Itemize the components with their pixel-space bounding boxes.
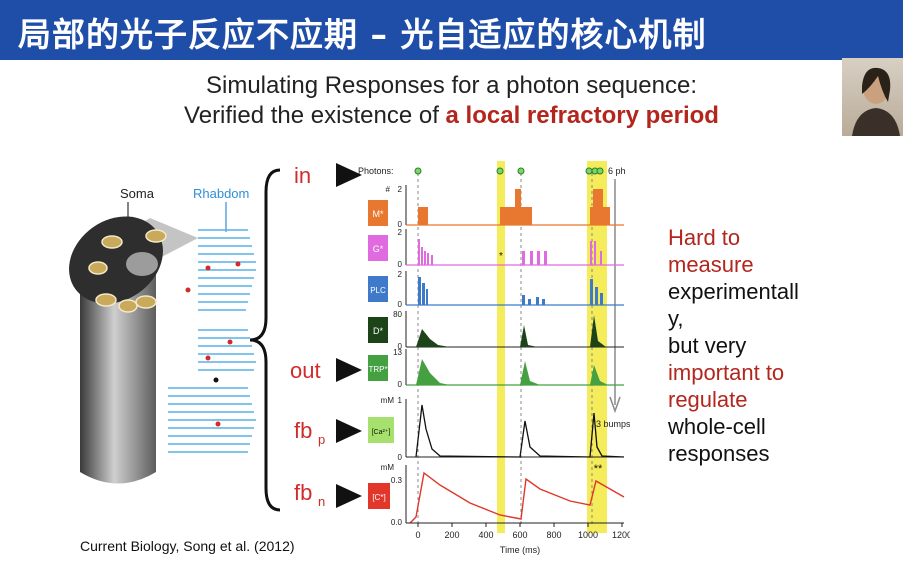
row-bot-trp: 0 (398, 380, 403, 389)
x-axis-label: Time (ms) (500, 545, 540, 555)
presenter-webcam (842, 58, 903, 136)
row-label-plc: PLC (370, 286, 386, 295)
signal-fbn-sub: n (318, 494, 325, 509)
side-line-3: experimentall (668, 279, 799, 304)
row-bot-ca: 0 (398, 453, 403, 462)
row-label-trp: TRP* (368, 365, 387, 374)
signal-fbn: fb n (294, 480, 362, 509)
side-line-2: measure (668, 252, 754, 277)
x-tick-4: 800 (546, 530, 561, 540)
signal-out-label: out (290, 358, 321, 383)
signal-in-label: in (294, 163, 311, 188)
signal-in-arrow (336, 163, 362, 187)
curly-brace (249, 168, 281, 512)
nucleus (126, 252, 158, 276)
signal-out: out (290, 358, 362, 383)
soma-label: Soma (120, 186, 155, 201)
photon-markers (414, 167, 604, 175)
row-bot-c: 0.0 (391, 518, 403, 527)
side-note: Hard to measure experimentall y, but ver… (668, 224, 828, 467)
row-label-g: G* (373, 244, 384, 254)
row-box-d (368, 317, 388, 343)
rhabdom-label: Rhabdom (193, 186, 249, 201)
side-line-9: responses (668, 441, 770, 466)
signal-in: in (294, 163, 362, 188)
trace-c (409, 471, 625, 524)
row-top-m: 2 (398, 185, 403, 194)
x-tick-1: 200 (444, 530, 459, 540)
trace-plc (418, 277, 603, 305)
slide-title: 局部的光子反应不应期 – 光自适应的核心机制 (18, 15, 707, 54)
signal-fbn-label: fb (294, 480, 312, 505)
row-bot-d: 0 (398, 342, 403, 351)
row-label-c: [C*] (372, 493, 385, 502)
photoreceptor-diagram: Soma Rhabdom (69, 186, 256, 484)
row-top-plc: 2 (398, 270, 403, 279)
row-box-plc (368, 276, 388, 302)
photon-guide-lines (417, 173, 593, 527)
cell-body (80, 260, 156, 484)
x-tick-5: 1000 (578, 530, 598, 540)
six-photons-label: 6 ph (608, 166, 626, 176)
x-tick-3: 600 (512, 530, 527, 540)
microvilli-lines (168, 229, 256, 453)
signal-out-arrow (336, 358, 362, 382)
photons-label: Photons: (358, 166, 394, 176)
subtitle-highlight: a local refractory period (445, 102, 719, 129)
presenter-icon (852, 67, 900, 136)
row-label-d: D* (373, 326, 383, 336)
double-star-marker: ** (594, 463, 603, 475)
signal-fbp: fb p (294, 418, 362, 447)
single-star-marker: * (499, 251, 503, 262)
side-line-1: Hard to (668, 225, 741, 250)
subtitle-line2: Verified the existence of a local refrac… (0, 102, 903, 130)
row-box-c (368, 483, 390, 509)
row-box-ca (368, 417, 394, 443)
title-banner: 局部的光子反应不应期 – 光自适应的核心机制 (0, 0, 903, 60)
row-box-trp (368, 355, 388, 381)
row-unit-m: # (386, 185, 391, 194)
trace-m (418, 189, 610, 225)
side-line-5: but very (668, 333, 747, 358)
signal-fbn-arrow (336, 484, 362, 508)
x-tick-6: 1200 (612, 530, 630, 540)
row-label-m: M* (373, 209, 384, 219)
trace-d (416, 315, 606, 347)
three-bumps-label: 3 bumps (596, 419, 630, 429)
row-top-trp: 13 (393, 348, 402, 357)
row-unit-ca: mM (381, 396, 395, 405)
reaction-dots (185, 261, 241, 427)
side-line-7: regulate (668, 387, 748, 412)
cell-top-face (69, 216, 163, 304)
signal-fbp-sub: p (318, 432, 325, 447)
row-bot-plc: 0 (398, 300, 403, 309)
row-top-d: 80 (393, 310, 402, 319)
trace-g (418, 239, 602, 265)
row-top-g: 2 (398, 228, 403, 237)
row-box-g (368, 235, 388, 261)
row-top-ca: 1 (398, 396, 403, 405)
subtitle-line1: Simulating Responses for a photon sequen… (206, 72, 697, 99)
x-tick-2: 400 (478, 530, 493, 540)
trace-ca (415, 404, 625, 458)
trace-trp (416, 359, 608, 385)
simulation-plot: Photons: 6 ph M* # 2 0 G* 2 0 * PLC 2 0 … (290, 161, 630, 555)
row-top-c: 0.3 (391, 476, 403, 485)
citation: Current Biology, Song et al. (2012) (80, 538, 295, 554)
row-label-ca: [Ca²⁺] (372, 429, 391, 436)
subtitle-prefix: Verified the existence of (184, 102, 446, 129)
down-arrow (609, 179, 621, 414)
signal-fbp-arrow (336, 419, 362, 443)
row-bot-g: 0 (398, 260, 403, 269)
mitochondria (88, 229, 167, 313)
side-line-6: important to (668, 360, 785, 385)
row-box-m (368, 200, 388, 226)
row-unit-c: mM (381, 463, 395, 472)
x-tick-0: 0 (415, 530, 420, 540)
side-line-8: whole-cell (668, 414, 766, 439)
signal-fbp-label: fb (294, 418, 312, 443)
side-line-4: y, (668, 306, 684, 331)
row-bot-m: 0 (398, 220, 403, 229)
